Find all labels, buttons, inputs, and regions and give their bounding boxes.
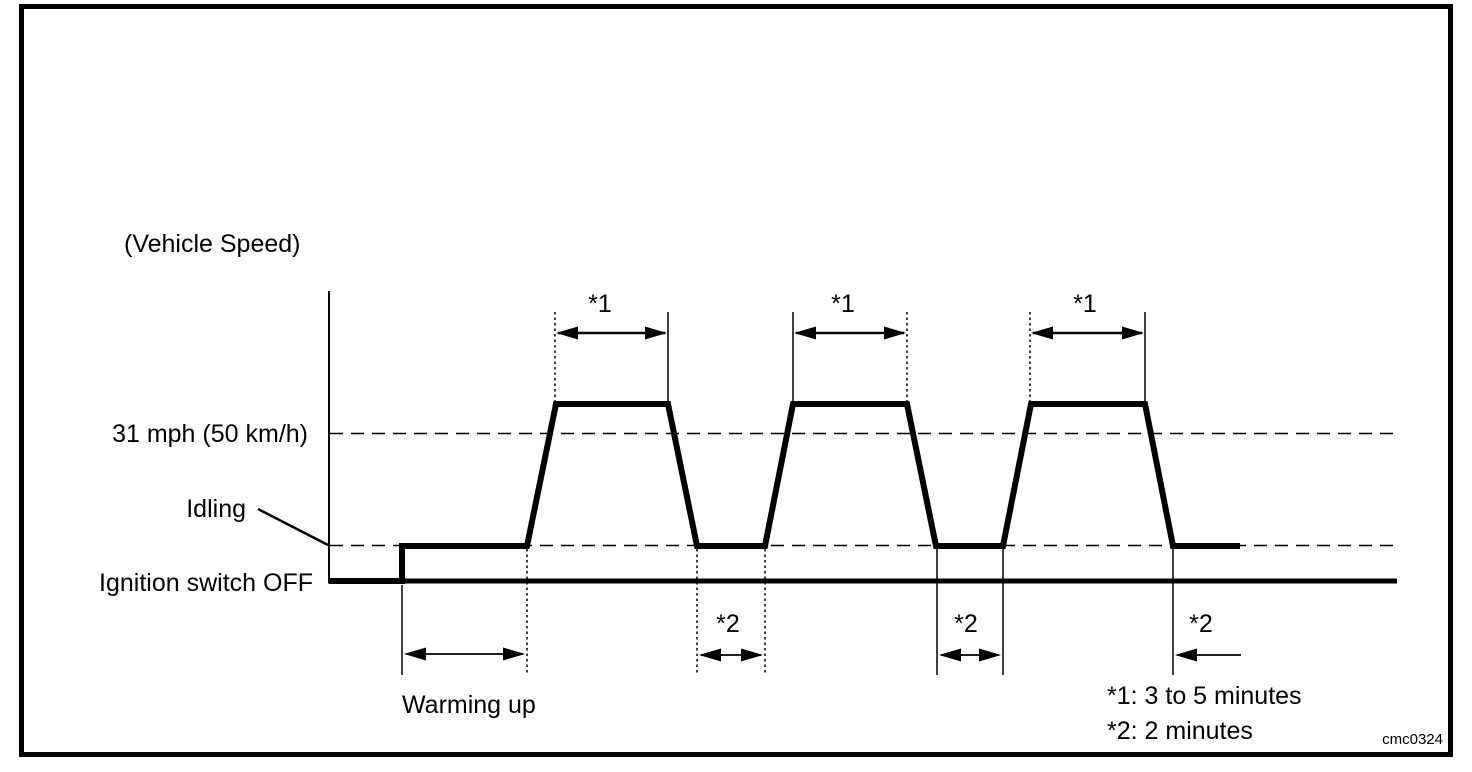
star1-annotation: *1 <box>588 290 612 318</box>
figure-code: cmc0324 <box>1382 731 1443 748</box>
star1-annotation: *1 <box>1073 290 1097 318</box>
vehicle-speed-axis-label: (Vehicle Speed) <box>124 230 301 258</box>
legend-star1-note: *1: 3 to 5 minutes <box>1107 682 1302 710</box>
star2-annotation: *2 <box>954 610 978 638</box>
ignition-switch-off-label: Ignition switch OFF <box>99 569 313 597</box>
star2-annotation: *2 <box>716 610 740 638</box>
star2-annotation: *2 <box>1189 610 1213 638</box>
speed-31mph-level-label: 31 mph (50 km/h) <box>112 420 308 448</box>
legend-star2-note: *2: 2 minutes <box>1107 717 1253 745</box>
warming-up-label: Warming up <box>402 691 536 719</box>
idling-level-label: Idling <box>186 495 246 523</box>
star1-annotation: *1 <box>831 290 855 318</box>
figure-border <box>19 4 1453 757</box>
